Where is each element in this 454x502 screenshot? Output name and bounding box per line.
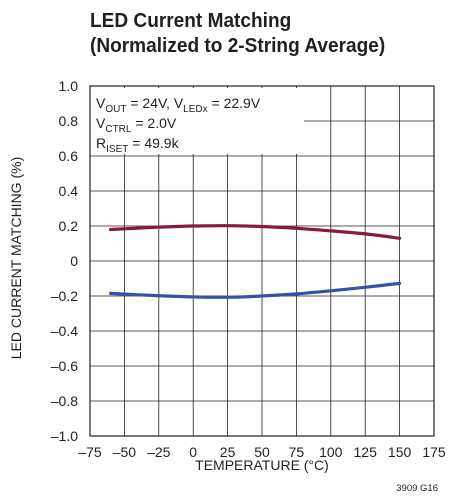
annotation-line-3: RISET = 49.9k (96, 135, 180, 155)
y-tick-labels: –1.0 –0.8 –0.6 –0.4 –0.2 0 0.2 0.4 0.6 0.8 1.0 (51, 78, 78, 444)
line-chart: –75 –50 –25 0 25 50 75 100 125 150 175 –1.0 –0.8 –0.… (8, 78, 446, 473)
chart-title: LED Current Matching (Normalized to 2-St… (90, 8, 450, 58)
x-tick-label: 25 (220, 444, 236, 460)
annotation-text: VOUT = 24V, VLEDx = 22.9V VCTRL = 2.0V R… (96, 95, 261, 155)
series-line-1 (109, 224, 402, 240)
y-tick-label: –1.0 (51, 428, 78, 444)
plot-frame (89, 85, 435, 437)
y-tick-label: –0.8 (51, 393, 78, 409)
y-tick-label: –0.2 (51, 288, 78, 304)
figure-id: 3909 G16 (396, 483, 438, 494)
x-tick-label: –25 (147, 444, 171, 460)
x-tick-label: –75 (78, 444, 102, 460)
x-tick-label: –50 (113, 444, 137, 460)
y-tick-label: –0.4 (51, 323, 78, 339)
y-axis-label: LED CURRENT MATCHING (%) (8, 157, 24, 360)
y-tick-label: –0.6 (51, 358, 78, 374)
series-group (109, 224, 402, 299)
x-tick-label: 0 (189, 444, 197, 460)
series-line-2 (109, 281, 402, 299)
x-axis-label: TEMPERATURE (°C) (195, 457, 329, 473)
x-tick-label: 75 (289, 444, 305, 460)
y-tick-label: 0 (70, 253, 78, 269)
annotation-line-1: VOUT = 24V, VLEDx = 22.9V (96, 95, 261, 115)
y-tick-label: 0.4 (59, 183, 79, 199)
x-tick-label: 100 (319, 444, 343, 460)
annotation-box (90, 88, 304, 154)
y-tick-label: 0.6 (59, 148, 79, 164)
y-tick-label: 0.8 (59, 113, 79, 129)
x-tick-label: 175 (422, 444, 446, 460)
chart-title-line1: LED Current Matching (90, 9, 292, 32)
x-tick-labels: –75 –50 –25 0 25 50 75 100 125 150 175 (78, 444, 446, 460)
x-tick-label: 50 (254, 444, 270, 460)
annotation-line-2: VCTRL = 2.0V (96, 115, 177, 135)
y-tick-label: 1.0 (59, 78, 79, 94)
x-tick-label: 125 (354, 444, 378, 460)
chart-title-line2: (Normalized to 2-String Average) (90, 34, 386, 57)
grid-lines (90, 86, 434, 436)
x-tick-label: 150 (388, 444, 412, 460)
y-tick-label: 0.2 (59, 218, 79, 234)
